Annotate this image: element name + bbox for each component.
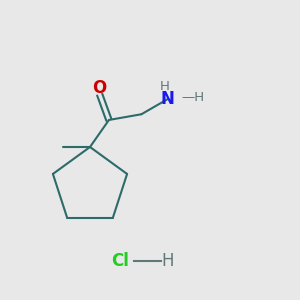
Text: H: H xyxy=(160,80,170,93)
Text: Cl: Cl xyxy=(111,252,129,270)
Text: H: H xyxy=(162,252,174,270)
Text: O: O xyxy=(93,79,107,97)
Text: N: N xyxy=(160,90,174,108)
Text: —H: —H xyxy=(182,91,205,104)
